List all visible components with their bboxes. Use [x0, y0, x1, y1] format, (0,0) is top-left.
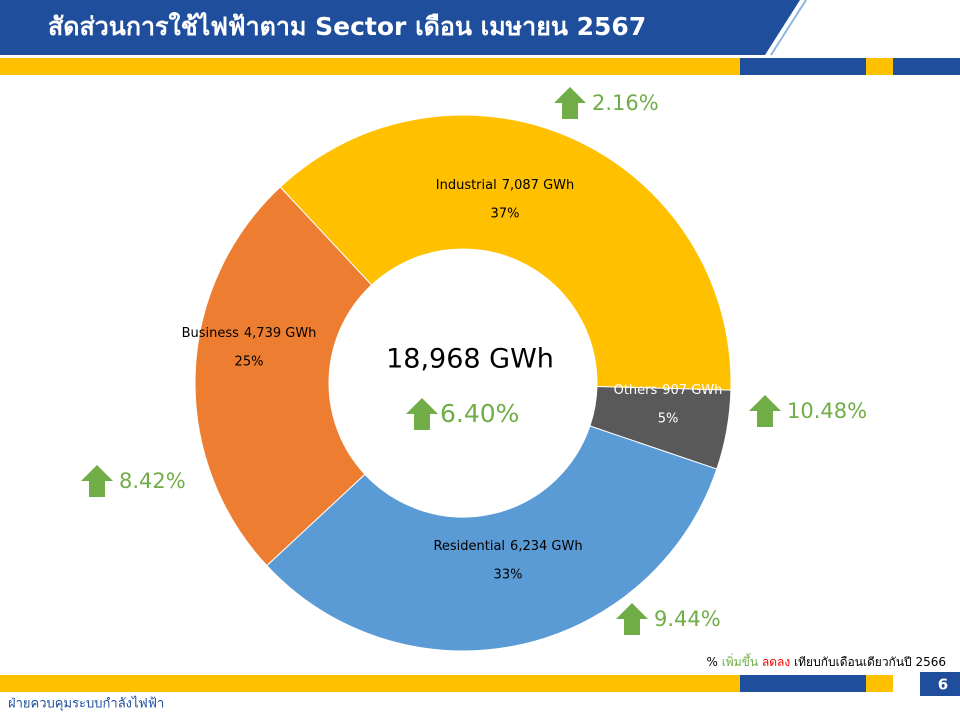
slice-percent: 5% — [658, 412, 679, 427]
slice-percent: 37% — [491, 207, 520, 222]
slide-title: สัดส่วนการใช้ไฟฟ้าตาม Sector เดือน เมษาย… — [48, 11, 646, 41]
up-arrow — [406, 398, 438, 430]
up-arrow — [81, 465, 113, 497]
slice-label: Residential 6,234 GWh — [433, 539, 582, 554]
note-up: เพิ่มขึ้น — [722, 653, 758, 669]
header-stripe — [0, 58, 740, 75]
up-arrow — [554, 87, 586, 119]
note-suffix: เทียบกับเดือนเดียวกันปี 2566 — [794, 655, 946, 669]
slice-value: 4,739 GWh — [244, 326, 317, 341]
up-arrow — [616, 603, 648, 635]
header-banner — [0, 0, 800, 55]
note-down: ลดลง — [762, 655, 790, 669]
slice-percent: 33% — [494, 568, 523, 583]
donut-slice — [279, 114, 732, 391]
page-number-box — [920, 672, 960, 696]
slice-value: 6,234 GWh — [510, 539, 583, 554]
header-stripe — [866, 58, 893, 75]
total-growth-label: 6.40% — [440, 399, 519, 428]
footer-stripe — [0, 675, 740, 692]
header-stripe — [740, 58, 866, 75]
donut-slice — [266, 425, 718, 652]
up-arrow — [749, 395, 781, 427]
slice-category: Industrial — [436, 178, 497, 193]
slice-category: Residential — [433, 539, 505, 554]
slice-label: Others 907 GWh — [614, 383, 723, 398]
note-prefix: % — [706, 655, 717, 669]
footer-stripe — [740, 675, 866, 692]
slice-label: Business 4,739 GWh — [182, 326, 317, 341]
footer-text: ฝ่ายควบคุมระบบกำลังไฟฟ้า — [8, 696, 164, 712]
slice-category: Others — [614, 383, 658, 398]
slice-category: Business — [182, 326, 240, 341]
header-stripe — [893, 58, 960, 75]
growth-label: 2.16% — [592, 91, 659, 115]
slice-label: Industrial 7,087 GWh — [436, 178, 575, 193]
total-label: 18,968 GWh — [386, 344, 554, 375]
page-number: 6 — [938, 676, 948, 694]
header-accent — [770, 0, 807, 56]
footer-stripe — [866, 675, 893, 692]
slice-percent: 25% — [235, 355, 264, 370]
slice-value: 907 GWh — [662, 383, 722, 398]
note: % เพิ่มขึ้น ลดลง เทียบกับเดือนเดียวกันปี… — [706, 653, 946, 669]
growth-label: 10.48% — [787, 399, 867, 423]
growth-label: 8.42% — [119, 469, 186, 493]
donut-chart: Industrial 7,087 GWh 37% 2.16% Others 907 GWh… — [81, 87, 867, 652]
slice-value: 7,087 GWh — [502, 178, 575, 193]
donut-slice — [194, 186, 373, 567]
growth-label: 9.44% — [654, 607, 721, 631]
